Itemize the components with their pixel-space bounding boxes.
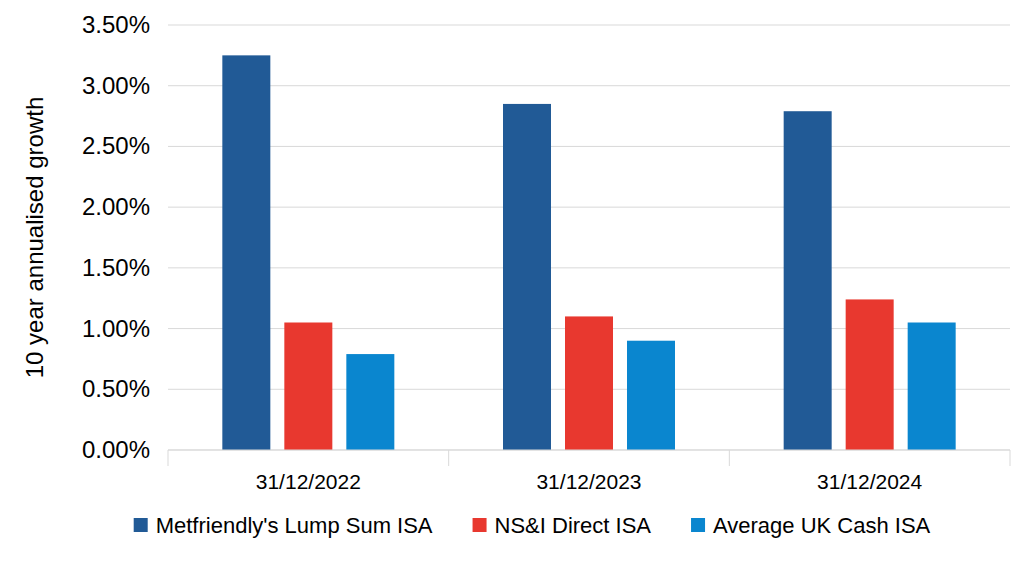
- legend-item: Average UK Cash ISA: [691, 513, 931, 538]
- x-tick-label: 31/12/2022: [256, 470, 361, 493]
- x-tick-label: 31/12/2024: [817, 470, 922, 493]
- bar: [222, 55, 270, 450]
- bar: [284, 323, 332, 451]
- x-tick-separator: [729, 450, 730, 466]
- bar: [565, 316, 613, 450]
- y-tick-label: 1.50%: [82, 254, 150, 281]
- y-axis-label: 10 year annualised growth: [21, 97, 48, 379]
- y-tick-label: 3.50%: [82, 11, 150, 38]
- legend: Metfriendly's Lump Sum ISA NS&I Direct IS…: [134, 513, 931, 538]
- legend-swatch: [134, 518, 148, 532]
- bar: [346, 354, 394, 450]
- y-tick-label: 0.50%: [82, 375, 150, 402]
- grid-line: [168, 450, 1010, 451]
- legend-label: NS&I Direct ISA: [495, 513, 652, 538]
- x-tick-separator: [448, 450, 449, 466]
- legend-item: NS&I Direct ISA: [473, 513, 652, 538]
- y-tick-label: 3.00%: [82, 72, 150, 99]
- grid-line: [168, 267, 1010, 268]
- grid-line: [168, 207, 1010, 208]
- y-tick-label: 0.00%: [82, 436, 150, 463]
- grid-line: [168, 85, 1010, 86]
- bars: [222, 55, 955, 450]
- chart: 0.00% 0.50% 1.00% 1.50% 2.00% 2.50% 3.00% 3.50%…: [0, 0, 1024, 561]
- legend-label: Metfriendly's Lump Sum ISA: [156, 513, 433, 538]
- legend-label: Average UK Cash ISA: [713, 513, 931, 538]
- bar: [908, 323, 956, 451]
- bar: [627, 341, 675, 450]
- y-tick-label: 2.00%: [82, 193, 150, 220]
- y-tick-label: 2.50%: [82, 132, 150, 159]
- grid-line: [168, 25, 1010, 26]
- x-tick-label: 31/12/2023: [536, 470, 641, 493]
- legend-item: Metfriendly's Lump Sum ISA: [134, 513, 433, 538]
- x-tick-separator: [1010, 450, 1011, 466]
- legend-swatch: [691, 518, 705, 532]
- x-axis: [168, 450, 1010, 451]
- bar: [503, 104, 551, 450]
- legend-swatch: [473, 518, 487, 532]
- x-tick-separator: [168, 450, 169, 466]
- grid: [168, 25, 1010, 450]
- bar: [846, 299, 894, 450]
- grid-line: [168, 146, 1010, 147]
- y-tick-label: 1.00%: [82, 315, 150, 342]
- bar: [784, 111, 832, 450]
